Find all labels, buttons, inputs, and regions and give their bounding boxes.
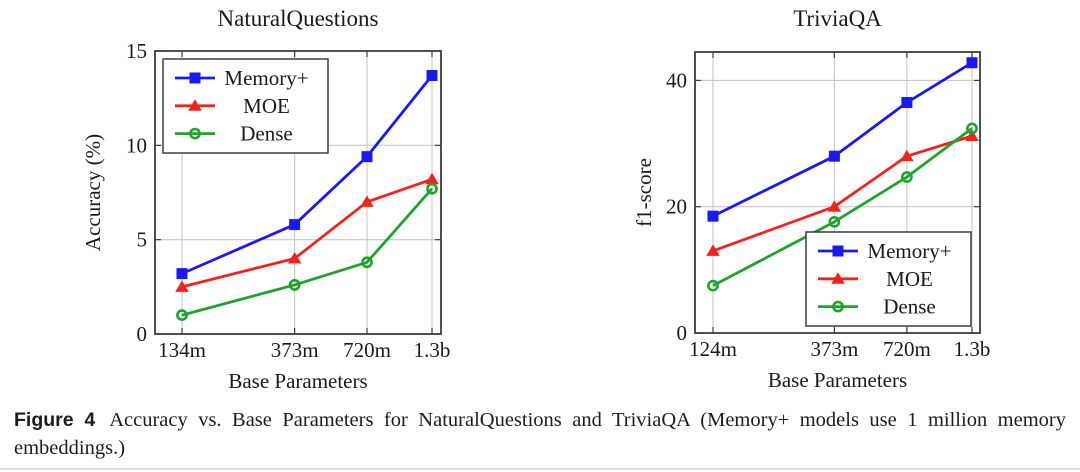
axis-frame	[154, 50, 442, 335]
bottom-divider	[0, 468, 1080, 470]
series-line-MOE	[181, 177, 433, 289]
series-marker-Memory+	[426, 70, 438, 82]
series-line-Dense	[181, 187, 434, 317]
x-tick-label: 124m	[689, 337, 737, 361]
series-marker-MOE	[900, 149, 914, 162]
x-tick-label: 1.3b	[954, 337, 991, 361]
series-marker-Dense	[900, 171, 913, 183]
series-marker-Dense	[288, 279, 301, 291]
series-marker-MOE	[965, 129, 979, 141]
x-tick-label: 373m	[810, 337, 858, 361]
y-tick-label: 5	[137, 228, 148, 252]
legend-label-Memory+: Memory+	[867, 239, 951, 263]
legend-marker-Memory+	[832, 245, 844, 257]
series-marker-Dense	[828, 215, 841, 228]
x-tick-label: 134m	[158, 338, 206, 362]
series-marker-Dense	[707, 279, 719, 292]
series-marker-Memory+	[901, 97, 913, 109]
series-marker-MOE	[287, 252, 302, 264]
series-marker-Memory+	[289, 219, 301, 231]
x-axis-label: Base Parameters	[768, 368, 907, 392]
x-tick-label: 373m	[271, 338, 319, 362]
y-tick-label: 0	[137, 322, 148, 346]
legend: Memory+ MOE Dense	[162, 58, 329, 154]
legend-label-MOE: MOE	[886, 267, 933, 291]
series-marker-MOE	[360, 195, 374, 207]
triviaqa-chart: Memory+ MOE Dense TriviaQA 0 20 40 124m 373m 720m…	[632, 6, 990, 392]
legend-label-MOE: MOE	[243, 94, 290, 118]
figure-label: Figure 4	[14, 409, 96, 431]
series-marker-Memory+	[966, 57, 978, 69]
y-axis-label: f1-score	[632, 158, 656, 227]
series-marker-MOE	[827, 200, 842, 212]
charts-canvas: Memory+ MOE Dense NaturalQuestions 0 5 10 15 134…	[81, 6, 990, 393]
figure-caption-text: Accuracy vs. Base Parameters for Natural…	[14, 409, 1066, 459]
x-axis-label: Base Parameters	[228, 369, 367, 393]
series-marker-Memory+	[707, 210, 719, 222]
x-tick-label: 720m	[883, 337, 931, 361]
legend-marker-Memory+	[189, 72, 201, 84]
series-line-Memory+	[712, 61, 973, 218]
chart-title: TriviaQA	[793, 6, 882, 31]
x-tick-label: 720m	[343, 338, 391, 362]
series-marker-Memory+	[828, 150, 840, 162]
legend: Memory+ MOE Dense	[805, 231, 972, 327]
series-marker-Dense	[966, 122, 978, 135]
figure-caption: Figure 4 Accuracy vs. Base Parameters for…	[14, 406, 1066, 462]
y-tick-label: 20	[666, 195, 687, 219]
legend-label-Memory+: Memory+	[224, 66, 308, 90]
y-axis-label: Accuracy (%)	[81, 134, 105, 251]
series-marker-Memory+	[176, 268, 188, 280]
x-tick-label: 1.3b	[414, 338, 451, 362]
series-marker-MOE	[175, 280, 189, 292]
legend-marker-MOE	[188, 99, 202, 111]
series-line-MOE	[712, 134, 973, 253]
series-marker-Dense	[361, 256, 373, 269]
chart-title: NaturalQuestions	[218, 6, 379, 31]
series-line-Dense	[712, 127, 973, 287]
y-tick-label: 10	[126, 133, 147, 157]
y-tick-label: 0	[677, 321, 688, 345]
y-tick-label: 15	[126, 39, 147, 63]
legend-marker-MOE	[831, 272, 845, 284]
series-marker-Dense	[176, 309, 188, 322]
series-marker-Memory+	[361, 151, 373, 163]
legend-label-Dense: Dense	[240, 122, 292, 146]
legend-marker-Dense	[189, 127, 201, 140]
series-marker-MOE	[706, 244, 720, 256]
legend-marker-Dense	[832, 300, 844, 313]
naturalquestions-chart: Memory+ MOE Dense NaturalQuestions 0 5 10 15 134…	[81, 6, 450, 393]
series-marker-Dense	[426, 182, 438, 195]
axis-frame	[694, 51, 981, 334]
y-tick-label: 40	[666, 68, 687, 92]
series-line-Memory+	[181, 74, 434, 275]
legend-label-Dense: Dense	[883, 295, 935, 319]
series-marker-MOE	[425, 172, 439, 185]
